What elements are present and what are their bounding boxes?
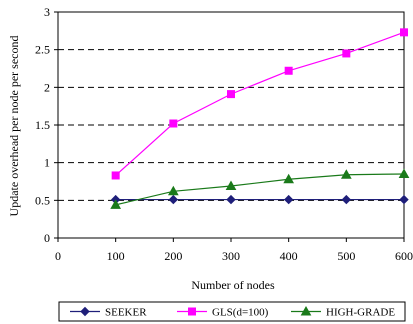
legend-label: HIGH-GRADE — [326, 307, 395, 319]
legend-label: GLS(d=100) — [212, 307, 269, 319]
data-point — [168, 194, 179, 205]
data-point — [169, 119, 178, 128]
y-axis-ticks: 0 0.5 1 1.5 2 2.5 3 — [35, 5, 58, 245]
data-point — [283, 173, 295, 184]
y-tick-label: 3 — [44, 5, 50, 19]
y-tick-label: 1.5 — [35, 118, 50, 132]
x-tick-label: 400 — [280, 249, 298, 263]
legend-label: SEEKER — [105, 307, 147, 319]
y-tick-label: 2 — [44, 80, 50, 94]
data-point — [225, 180, 237, 191]
data-point — [227, 90, 235, 99]
data-point — [226, 194, 236, 205]
data-point — [283, 194, 294, 205]
series-line — [115, 31, 405, 176]
legend-item-seeker: SEEKER — [70, 307, 147, 319]
legend-marker — [80, 306, 90, 317]
y-tick-label: 1 — [44, 156, 50, 170]
legend-box — [58, 301, 406, 322]
data-point — [110, 199, 122, 209]
data-point — [111, 171, 120, 180]
x-axis-ticks: 0 100 200 300 400 500 600 — [55, 238, 413, 263]
x-tick-label: 300 — [222, 249, 240, 263]
legend: SEEKER GLS(d=100) HIGH-GRADE — [58, 301, 406, 322]
data-point — [399, 194, 409, 205]
data-series — [110, 28, 410, 209]
x-tick-label: 0 — [55, 249, 61, 263]
legend-item-gls-d-100: GLS(d=100) — [177, 307, 269, 319]
x-tick-label: 200 — [164, 249, 182, 263]
data-point — [341, 194, 352, 205]
x-tick-label: 100 — [107, 249, 125, 263]
data-point — [284, 66, 293, 75]
y-axis-label: Update overhead per node per second — [7, 36, 21, 217]
data-point — [342, 49, 351, 58]
x-tick-label: 500 — [337, 249, 355, 263]
series-high-grade — [110, 168, 410, 209]
x-tick-label: 600 — [395, 249, 413, 263]
series-gls-d-100 — [111, 28, 408, 180]
legend-marker — [300, 305, 312, 316]
y-tick-label: 0.5 — [35, 193, 50, 207]
legend-marker — [188, 307, 196, 316]
legend-item-high-grade: HIGH-GRADE — [291, 305, 395, 319]
y-tick-label: 0 — [44, 231, 50, 245]
data-point — [398, 168, 410, 178]
y-tick-label: 2.5 — [35, 43, 50, 57]
data-point — [340, 169, 352, 179]
x-axis-label: Number of nodes — [191, 278, 275, 292]
data-point — [400, 28, 408, 37]
series-seeker — [110, 194, 409, 205]
data-point — [167, 185, 179, 196]
series-line — [115, 173, 405, 206]
